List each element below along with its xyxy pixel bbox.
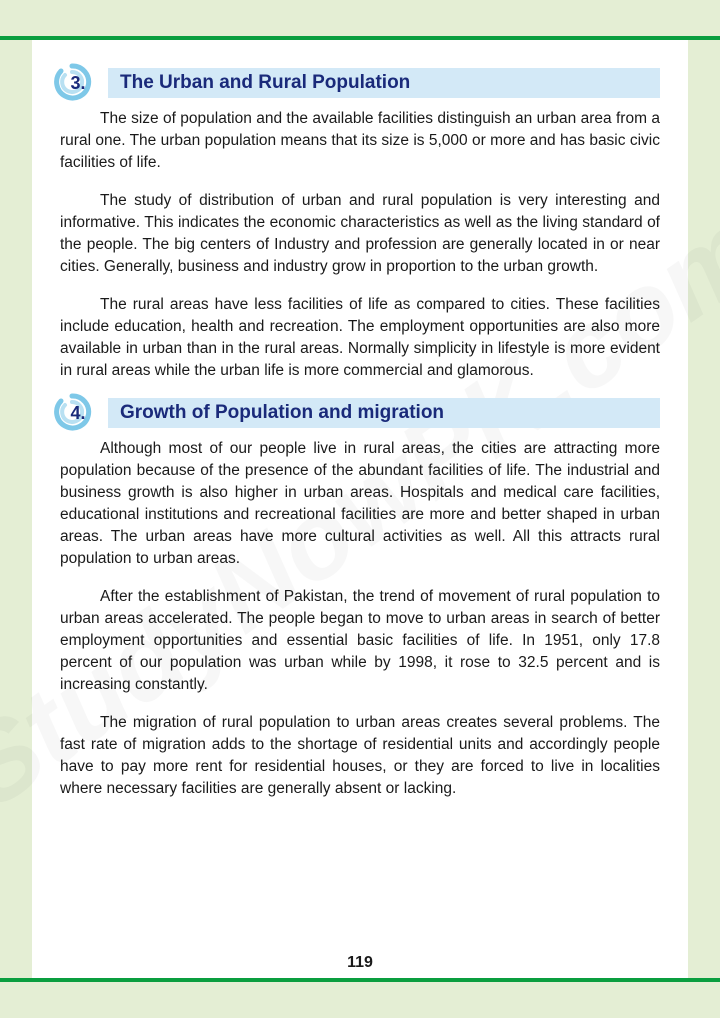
section-number: 3. (60, 69, 96, 97)
paragraph: The size of population and the available… (60, 108, 660, 174)
paragraph: The study of distribution of urban and r… (60, 190, 660, 278)
paragraph: The rural areas have less facilities of … (60, 294, 660, 382)
page-content: StudyNowPK.com 3. The Urban and Rural Po… (32, 40, 688, 978)
section-title: The Urban and Rural Population (108, 68, 660, 98)
page-number: 119 (347, 954, 373, 972)
paragraph: After the establishment of Pakistan, the… (60, 586, 660, 696)
section-header-4: 4. Growth of Population and migration (60, 398, 660, 428)
section-header-3: 3. The Urban and Rural Population (60, 68, 660, 98)
section-number: 4. (60, 399, 96, 427)
paragraph: The migration of rural population to urb… (60, 712, 660, 800)
bottom-border-bar (0, 978, 720, 982)
section-title: Growth of Population and migration (108, 398, 660, 428)
paragraph: Although most of our people live in rura… (60, 438, 660, 570)
